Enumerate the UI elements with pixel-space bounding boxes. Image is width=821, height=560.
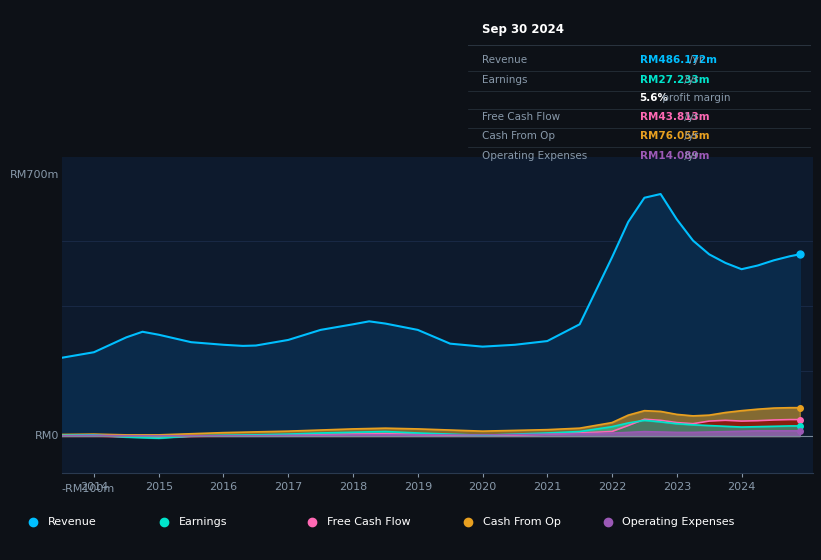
Text: /yr: /yr xyxy=(686,55,703,65)
Text: /yr: /yr xyxy=(681,111,699,122)
Text: Operating Expenses: Operating Expenses xyxy=(482,151,587,161)
Text: 5.6%: 5.6% xyxy=(640,93,668,102)
Text: Sep 30 2024: Sep 30 2024 xyxy=(482,22,564,35)
Text: Free Cash Flow: Free Cash Flow xyxy=(327,517,410,527)
Text: Earnings: Earnings xyxy=(179,517,227,527)
Text: profit margin: profit margin xyxy=(659,93,731,102)
Text: Free Cash Flow: Free Cash Flow xyxy=(482,111,560,122)
Text: RM43.813m: RM43.813m xyxy=(640,111,709,122)
Text: /yr: /yr xyxy=(681,132,699,142)
Text: /yr: /yr xyxy=(681,76,699,85)
Text: /yr: /yr xyxy=(681,151,699,161)
Text: -RM100m: -RM100m xyxy=(62,484,115,494)
Text: Cash From Op: Cash From Op xyxy=(483,517,561,527)
Text: RM700m: RM700m xyxy=(10,170,59,180)
Text: Cash From Op: Cash From Op xyxy=(482,132,555,142)
Text: RM27.233m: RM27.233m xyxy=(640,76,709,85)
Text: Operating Expenses: Operating Expenses xyxy=(622,517,735,527)
Text: RM14.089m: RM14.089m xyxy=(640,151,709,161)
Text: Earnings: Earnings xyxy=(482,76,527,85)
Text: RM0: RM0 xyxy=(35,431,59,441)
Text: RM486.172m: RM486.172m xyxy=(640,55,717,65)
Text: Revenue: Revenue xyxy=(482,55,527,65)
Text: RM76.055m: RM76.055m xyxy=(640,132,709,142)
Text: Revenue: Revenue xyxy=(48,517,96,527)
